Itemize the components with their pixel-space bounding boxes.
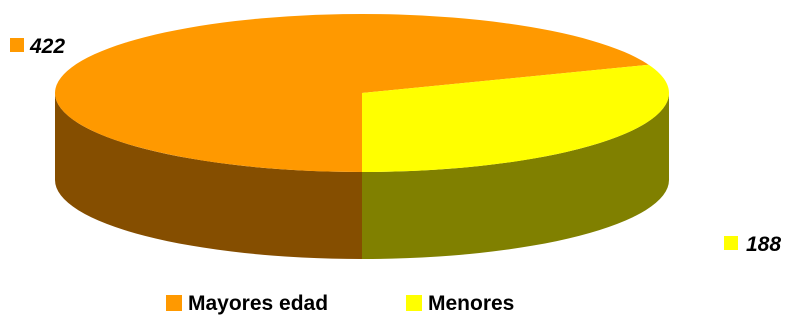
slice-side-menores (362, 93, 669, 259)
legend-swatch-mayores-edad (166, 295, 182, 311)
data-label-swatch-mayores-edad (10, 38, 24, 52)
data-label-value-mayores-edad: 422 (29, 35, 65, 58)
data-label-swatch-menores (724, 236, 738, 250)
legend-label-mayores-edad: Mayores edad (188, 292, 328, 315)
data-labels: 422 188 (10, 35, 781, 256)
slice-top-menores (362, 64, 669, 173)
legend-swatch-menores (406, 295, 422, 311)
legend-item-mayores-edad: Mayores edad (166, 292, 328, 315)
legend-item-menores: Menores (406, 292, 514, 315)
legend-label-menores: Menores (428, 292, 514, 315)
slice-side-mayores-edad (55, 93, 362, 259)
legend: Mayores edad Menores (166, 292, 514, 315)
data-label-menores: 188 (724, 233, 781, 256)
slice-top-mayores-edad (54, 14, 649, 172)
data-label-mayores-edad: 422 (10, 35, 65, 58)
pie-slices (54, 14, 669, 259)
data-label-value-menores: 188 (746, 233, 781, 256)
